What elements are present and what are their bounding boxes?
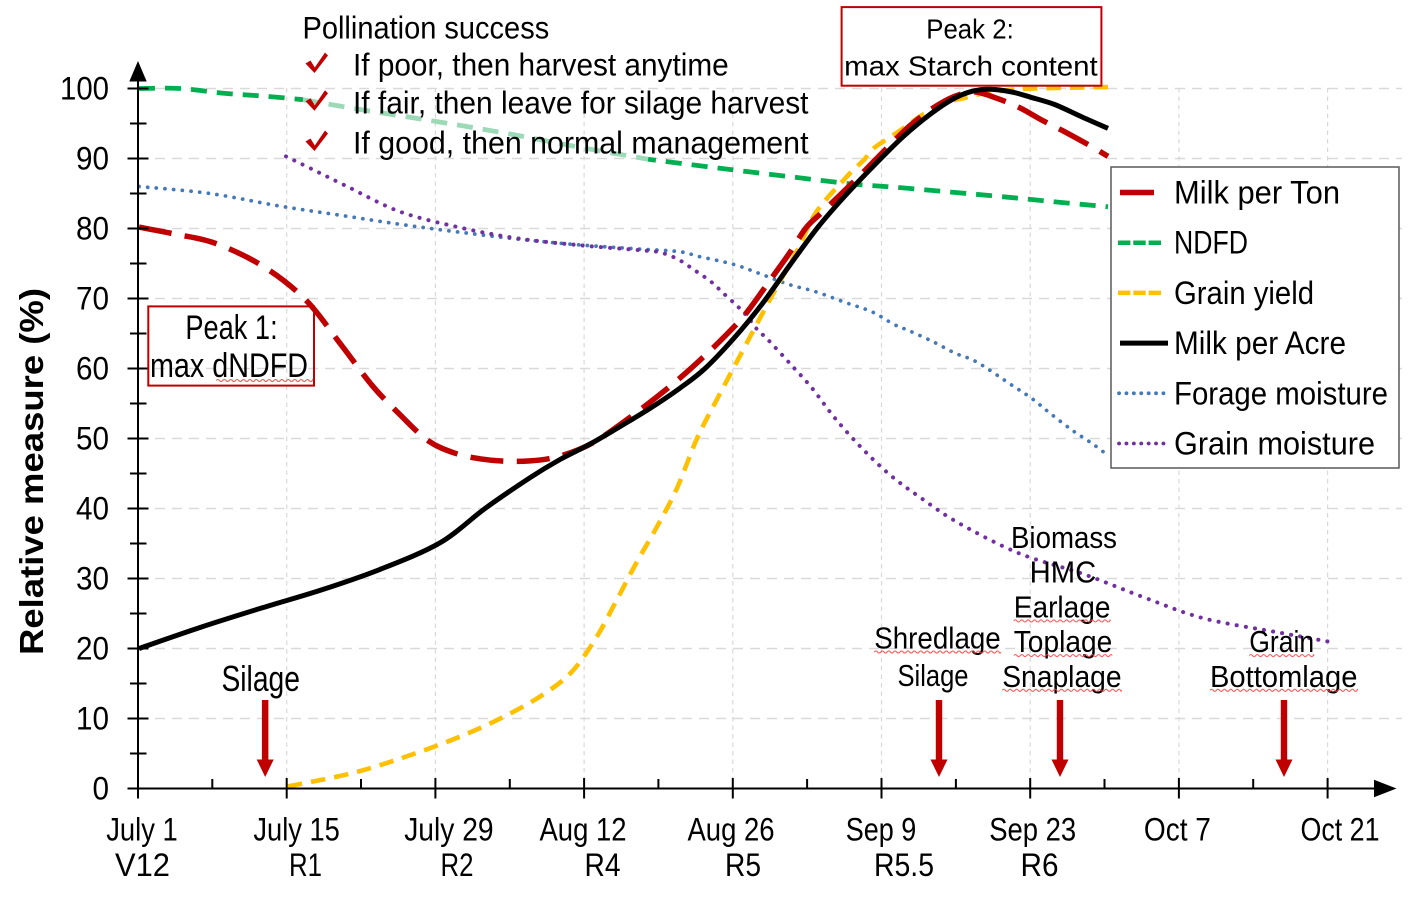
svg-text:30: 30 — [76, 561, 109, 597]
svg-text:10: 10 — [76, 701, 109, 737]
svg-text:Forage moisture: Forage moisture — [1174, 375, 1388, 411]
svg-text:Bottomlage: Bottomlage — [1210, 659, 1358, 694]
svg-text:R1: R1 — [289, 847, 322, 883]
svg-text:R5.5: R5.5 — [874, 847, 934, 883]
svg-text:Sep 9: Sep 9 — [846, 812, 917, 848]
svg-text:Pollination success: Pollination success — [303, 10, 550, 46]
svg-text:R6: R6 — [1021, 847, 1059, 883]
svg-text:Peak 1:: Peak 1: — [185, 309, 277, 347]
svg-text:Oct 7: Oct 7 — [1144, 812, 1211, 848]
svg-text:100: 100 — [60, 71, 109, 107]
svg-text:R2: R2 — [441, 847, 474, 883]
svg-text:R5: R5 — [725, 847, 761, 883]
svg-text:20: 20 — [76, 631, 109, 667]
svg-text:July 1: July 1 — [106, 812, 178, 848]
svg-text:Relative measure (%): Relative measure (%) — [13, 288, 50, 655]
svg-text:Silage: Silage — [898, 658, 969, 693]
svg-text:80: 80 — [76, 211, 109, 247]
svg-text:If good, then normal managemen: If good, then normal management — [353, 125, 809, 161]
svg-text:max dNDFD: max dNDFD — [150, 347, 308, 385]
svg-text:90: 90 — [76, 141, 109, 177]
svg-text:Milk per Ton: Milk per Ton — [1174, 175, 1340, 211]
svg-text:Oct 21: Oct 21 — [1301, 812, 1380, 848]
svg-text:Peak 2:: Peak 2: — [926, 14, 1014, 45]
svg-text:Sep 23: Sep 23 — [989, 812, 1076, 848]
svg-text:July 15: July 15 — [253, 812, 339, 848]
svg-text:Grain moisture: Grain moisture — [1174, 426, 1375, 462]
svg-text:R4: R4 — [585, 847, 621, 883]
svg-text:max Starch content: max Starch content — [844, 51, 1098, 82]
svg-text:Grain yield: Grain yield — [1174, 275, 1314, 311]
svg-text:60: 60 — [76, 351, 109, 387]
svg-text:V12: V12 — [115, 847, 170, 883]
svg-text:Silage: Silage — [221, 658, 300, 699]
svg-text:40: 40 — [76, 491, 109, 527]
svg-text:If poor, then harvest anytime: If poor, then harvest anytime — [353, 47, 729, 83]
svg-text:Biomass: Biomass — [1011, 520, 1117, 555]
svg-text:Earlage: Earlage — [1014, 589, 1111, 624]
svg-text:70: 70 — [76, 281, 109, 317]
svg-text:Aug 12: Aug 12 — [540, 812, 627, 848]
svg-text:HMC: HMC — [1030, 555, 1097, 590]
svg-text:50: 50 — [76, 421, 109, 457]
svg-text:Milk per Acre: Milk per Acre — [1174, 325, 1346, 361]
svg-text:Toplage: Toplage — [1014, 624, 1113, 659]
svg-text:Shredlage: Shredlage — [874, 621, 1001, 656]
svg-text:NDFD: NDFD — [1174, 225, 1248, 261]
svg-text:July 29: July 29 — [404, 812, 493, 848]
svg-text:Snaplage: Snaplage — [1002, 659, 1121, 694]
svg-text:0: 0 — [93, 771, 110, 807]
svg-text:Grain: Grain — [1249, 624, 1314, 659]
svg-text:If fair, then leave for silage: If fair, then leave for silage harvest — [353, 84, 809, 120]
svg-text:Aug 26: Aug 26 — [688, 812, 775, 848]
